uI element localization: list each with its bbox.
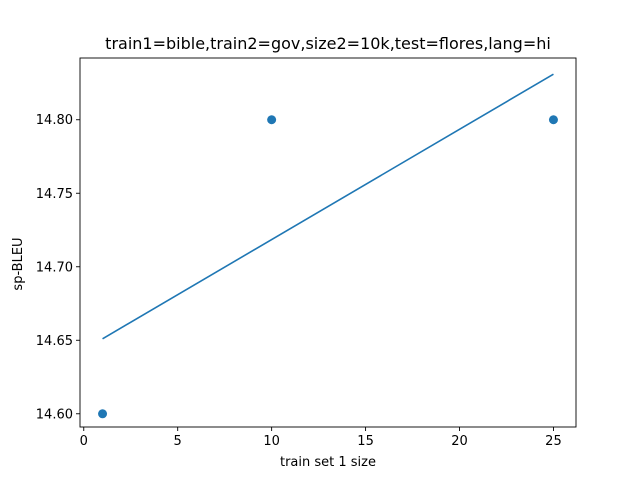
y-tick-label: 14.80 — [36, 113, 73, 128]
y-tick-label: 14.60 — [36, 407, 73, 422]
plot-area: 0 5 10 15 20 25 14.60 14.65 14.70 14.75 14.80 — [36, 57, 577, 449]
x-tick-label: 15 — [357, 434, 374, 449]
x-tick-label: 10 — [263, 434, 280, 449]
data-point — [267, 115, 277, 125]
x-tick-label: 20 — [451, 434, 468, 449]
trend-line — [102, 73, 554, 340]
y-tick-label: 14.65 — [36, 334, 73, 349]
data-point — [548, 115, 558, 125]
y-tick-label: 14.75 — [36, 187, 73, 202]
x-tick-label: 5 — [174, 434, 182, 449]
axes-frame — [79, 57, 577, 428]
x-tick-label: 25 — [545, 434, 562, 449]
data-point — [98, 409, 108, 419]
chart-title: train1=bible,train2=gov,size2=10k,test=f… — [105, 34, 551, 53]
x-tick-label: 0 — [80, 434, 88, 449]
x-axis-label: train set 1 size — [280, 455, 376, 470]
y-tick-label: 14.70 — [36, 260, 73, 275]
y-axis-label: sp-BLEU — [11, 237, 26, 290]
